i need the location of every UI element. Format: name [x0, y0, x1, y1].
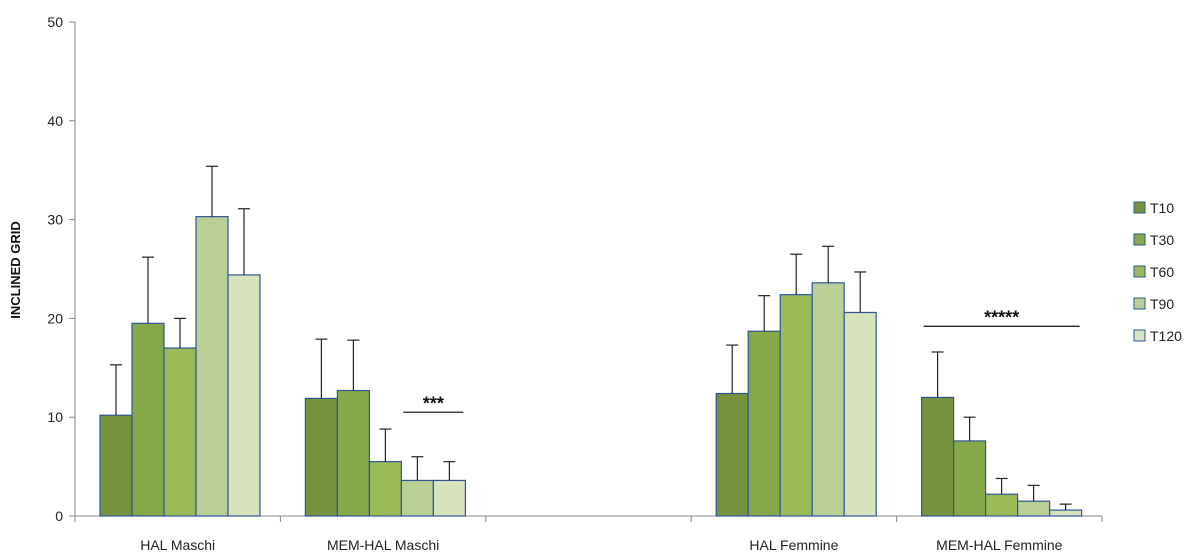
bar: [1016, 500, 1051, 517]
legend-swatch: [1133, 329, 1146, 342]
bar: [227, 274, 261, 517]
bar: [952, 440, 987, 517]
y-tick-label: 0: [55, 508, 63, 524]
bar: [432, 479, 466, 517]
bars: [99, 216, 1083, 517]
bar: [304, 397, 338, 517]
significance-label: ***: [423, 393, 444, 413]
legend: T10 T30 T60 T90 T120: [1133, 200, 1182, 344]
legend-label: T10: [1150, 200, 1174, 216]
legend-swatch: [1133, 201, 1146, 214]
bar: [131, 322, 165, 517]
error-bars: [110, 165, 1072, 511]
bar: [195, 216, 229, 517]
legend-swatch: [1133, 297, 1146, 310]
bar: [811, 282, 845, 517]
bar: [747, 330, 781, 517]
legend-label: T120: [1150, 328, 1182, 344]
bar: [1048, 509, 1083, 517]
bar: [336, 389, 370, 517]
bar: [984, 493, 1019, 517]
legend-label: T60: [1150, 264, 1174, 280]
bar: [779, 294, 813, 517]
bar: [99, 414, 133, 517]
bar: [163, 347, 197, 517]
x-category-label: MEM-HAL Maschi: [327, 537, 439, 552]
y-tick-label: 20: [47, 310, 63, 326]
bar: [368, 461, 402, 517]
legend-label: T90: [1150, 296, 1174, 312]
significance-label: *****: [984, 307, 1019, 327]
bar: [715, 392, 749, 517]
y-axis-label: INCLINED GRID: [8, 221, 23, 319]
bar: [920, 396, 955, 517]
y-tick-label: 10: [47, 409, 63, 425]
x-category-label: HAL Maschi: [140, 537, 215, 552]
legend-label: T30: [1150, 232, 1174, 248]
legend-swatch: [1133, 233, 1146, 246]
x-category-label: MEM-HAL Femmine: [936, 537, 1062, 552]
y-tick-label: 50: [47, 14, 63, 30]
y-tick-label: 40: [47, 113, 63, 129]
bar: [843, 311, 877, 517]
y-tick-label: 30: [47, 212, 63, 228]
legend-swatch: [1133, 265, 1146, 278]
significance-markers: ********: [403, 307, 1080, 413]
x-category-label: HAL Femmine: [749, 537, 838, 552]
bar: [400, 479, 434, 517]
